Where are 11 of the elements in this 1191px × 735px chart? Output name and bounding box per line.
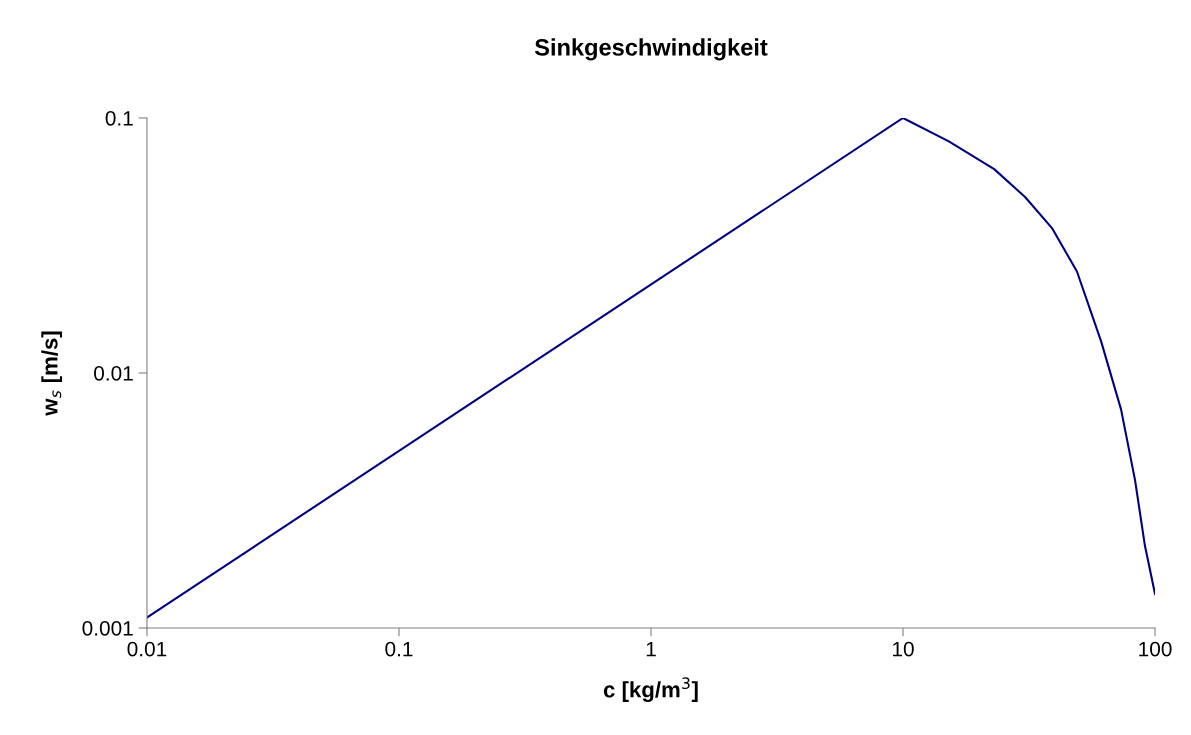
x-tick-label: 10 [893,641,914,657]
x-axis-title: c [kg/m$^{3}$] [603,677,698,703]
y-axis-title: w$_{s}$ [m/s] [41,331,63,416]
chart-title: Sinkgeschwindigkeit [534,38,768,61]
x-tick-label: 1 [646,641,656,657]
x-tick-label: 0.1 [385,641,413,657]
y-tick-label: 0.1 [105,110,133,126]
x-tick-label: 0.01 [127,641,167,657]
y-tick-label: 0.01 [94,365,133,381]
x-tick-label: 100 [1139,641,1172,657]
y-tick-label: 0.001 [82,620,133,636]
